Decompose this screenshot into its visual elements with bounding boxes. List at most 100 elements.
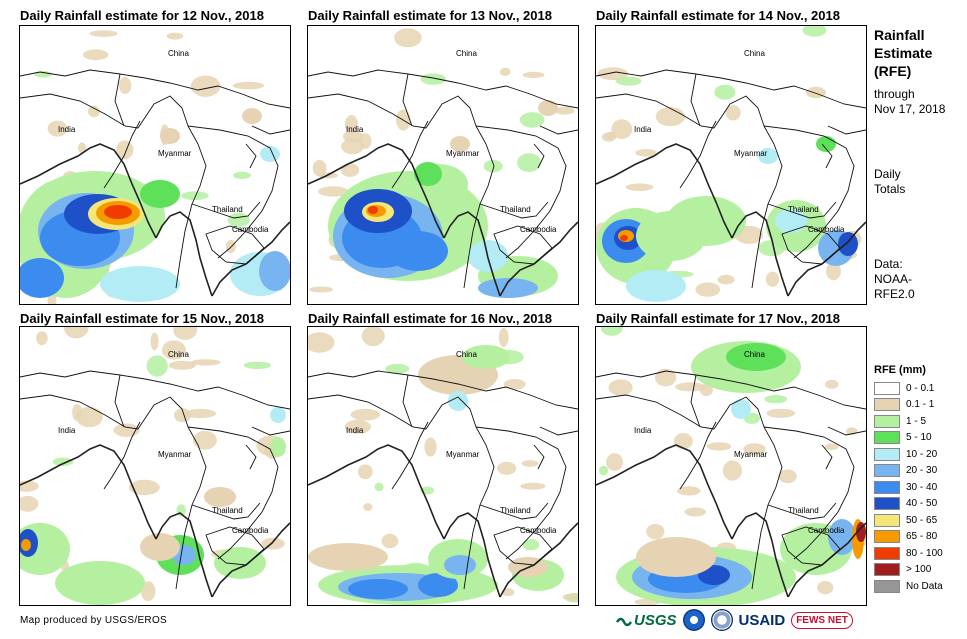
rain-patch — [684, 507, 706, 517]
legend-label: 50 - 65 — [906, 514, 938, 526]
legend-item: 1 - 5 — [874, 413, 943, 430]
legend-swatch — [874, 579, 900, 593]
sidebar-title-line1: Rainfall — [874, 27, 925, 43]
rain-patch — [608, 379, 633, 396]
rain-patch — [499, 67, 511, 76]
rain-patch — [478, 278, 538, 298]
rain-patch — [52, 457, 74, 466]
country-border — [308, 394, 427, 430]
country-border — [187, 125, 279, 259]
country-border — [767, 502, 837, 520]
rain-patch — [611, 119, 633, 139]
rain-patch — [166, 32, 184, 40]
country-label-china: China — [168, 49, 189, 58]
legend-rows: 0 - 0.1 0.1 - 1 1 - 5 5 - 10 10 - 20 20 - 30 3… — [874, 380, 943, 595]
rain-patch — [717, 274, 735, 285]
legend-item: 65 - 80 — [874, 529, 943, 546]
sidebar-daily: Daily — [874, 167, 901, 181]
rain-patch — [826, 262, 841, 281]
country-border — [187, 426, 279, 560]
rain-patch — [802, 26, 827, 37]
country-label-myanmar: Myanmar — [446, 149, 480, 158]
rain-patch — [173, 327, 198, 340]
rain-patch — [348, 579, 408, 599]
country-label-thailand: Thailand — [788, 506, 819, 515]
coastline — [499, 263, 535, 297]
country-border — [245, 444, 257, 470]
legend-label: 1 - 5 — [906, 415, 927, 427]
country-border — [114, 73, 125, 127]
country-border — [763, 125, 855, 259]
rainfall-map-nov13: China India Myanmar Thailand Cambodia — [307, 25, 579, 305]
panel-title-nov16: Daily Rainfall estimate for 16 Nov., 201… — [308, 311, 552, 326]
legend-title: RFE (mm) — [874, 364, 926, 376]
legend-item: 30 - 40 — [874, 479, 943, 496]
legend-item: No Data — [874, 578, 943, 595]
rain-patch — [190, 359, 221, 366]
map-canvas: China India Myanmar Thailand Cambodia — [596, 26, 866, 302]
rain-patch — [725, 105, 741, 121]
country-border — [539, 426, 578, 436]
country-border — [821, 143, 833, 169]
legend-item: 80 - 100 — [874, 545, 943, 562]
rain-patch — [695, 282, 721, 297]
country-border — [596, 370, 866, 410]
legend-item: > 100 — [874, 562, 943, 579]
rain-patch — [722, 460, 742, 481]
country-label-thailand: Thailand — [212, 506, 243, 515]
rain-patch — [374, 482, 384, 492]
rain-patch — [344, 419, 371, 434]
rain-patch — [214, 547, 266, 579]
rain-patch — [520, 482, 546, 490]
rain-patch — [448, 391, 468, 411]
rain-patch — [805, 86, 827, 99]
rain-patch — [856, 522, 866, 542]
sidebar-data-source: Data: NOAA- RFE2.0 — [874, 257, 915, 302]
rain-patch — [620, 235, 628, 241]
rain-patch — [184, 408, 217, 419]
country-border — [191, 502, 261, 520]
country-label-cambodia: Cambodia — [808, 225, 845, 234]
country-border — [533, 143, 545, 169]
country-label-india: India — [58, 125, 76, 134]
rain-patch — [340, 163, 360, 177]
country-label-china: China — [456, 49, 477, 58]
rain-patch — [309, 286, 334, 293]
country-border — [191, 201, 261, 219]
country-label-thailand: Thailand — [212, 205, 243, 214]
coastline — [211, 564, 247, 598]
country-border — [493, 526, 553, 566]
panel-title-nov12: Daily Rainfall estimate for 12 Nov., 201… — [20, 8, 264, 23]
rain-patch — [140, 533, 180, 561]
rain-patch — [20, 480, 39, 492]
rain-patch — [562, 593, 578, 601]
rain-patch — [503, 379, 526, 390]
country-border — [402, 73, 413, 127]
panel-title-nov17: Daily Rainfall estimate for 17 Nov., 201… — [596, 311, 840, 326]
rain-patch — [501, 588, 515, 597]
map-canvas: China India Myanmar Thailand Cambodia — [596, 327, 866, 605]
coastline — [499, 564, 535, 598]
rain-patch — [318, 186, 349, 197]
country-border — [402, 374, 413, 428]
country-border — [391, 120, 429, 189]
rain-patch — [308, 543, 388, 571]
noaa-logo-icon — [682, 609, 705, 631]
country-border — [20, 394, 139, 430]
usgs-logo: USGS — [616, 612, 677, 629]
rain-patch — [77, 142, 87, 154]
country-border — [20, 93, 139, 129]
coastline — [443, 512, 501, 598]
country-border — [479, 502, 549, 520]
country-border — [308, 93, 427, 129]
coastline — [596, 143, 733, 239]
rain-patch — [420, 73, 446, 85]
legend-item: 0 - 0.1 — [874, 380, 943, 397]
rain-patch — [838, 232, 858, 256]
rain-patch — [100, 266, 180, 302]
rain-patch — [394, 28, 422, 48]
legend-label: 5 - 10 — [906, 432, 932, 444]
country-border — [713, 95, 783, 289]
country-label-china: China — [744, 49, 765, 58]
panel-title-nov14: Daily Rainfall estimate for 14 Nov., 201… — [596, 8, 840, 23]
